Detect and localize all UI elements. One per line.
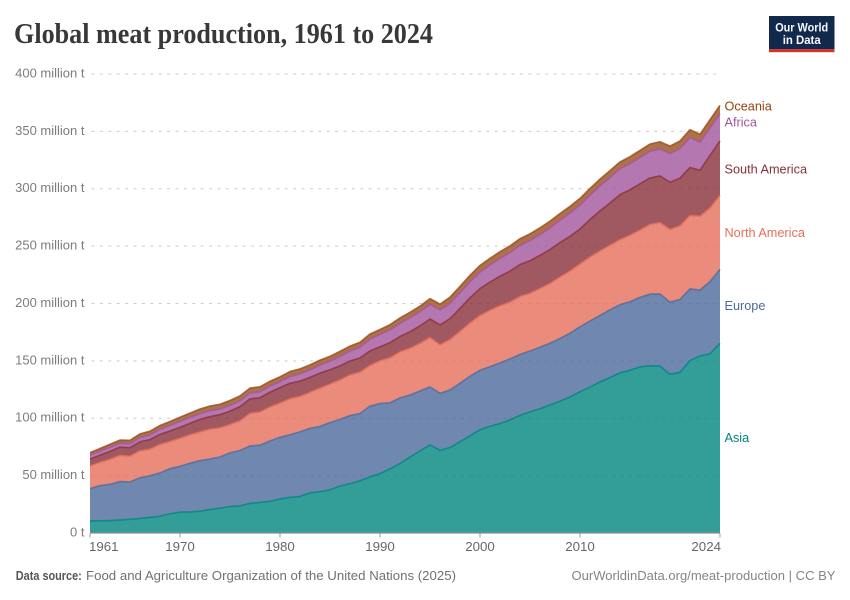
svg-text:in Data: in Data — [783, 33, 821, 47]
svg-text:Food and Agriculture Organizat: Food and Agriculture Organization of the… — [86, 568, 456, 583]
svg-text:Global meat production, 1961 t: Global meat production, 1961 to 2024 — [14, 19, 433, 50]
svg-text:OurWorldinData.org/meat-produc: OurWorldinData.org/meat-production | CC … — [572, 568, 836, 583]
svg-text:200 million t: 200 million t — [15, 295, 85, 310]
svg-text:0 t: 0 t — [70, 524, 85, 539]
svg-text:Africa: Africa — [725, 115, 758, 129]
svg-text:Data source:: Data source: — [16, 568, 82, 583]
svg-text:1970: 1970 — [165, 539, 195, 554]
svg-text:1961: 1961 — [89, 539, 119, 554]
svg-text:1990: 1990 — [365, 539, 395, 554]
svg-text:50 million t: 50 million t — [22, 467, 85, 482]
svg-text:Europe: Europe — [725, 299, 766, 313]
svg-text:100 million t: 100 million t — [15, 410, 85, 425]
svg-text:350 million t: 350 million t — [15, 123, 85, 138]
svg-text:400 million t: 400 million t — [15, 65, 85, 80]
svg-text:South America: South America — [725, 163, 808, 177]
svg-text:Asia: Asia — [725, 431, 751, 445]
svg-text:2024: 2024 — [691, 539, 721, 554]
svg-text:150 million t: 150 million t — [15, 352, 85, 367]
svg-text:2010: 2010 — [565, 539, 595, 554]
svg-text:Our World: Our World — [775, 20, 828, 34]
svg-text:250 million t: 250 million t — [15, 238, 85, 253]
svg-text:1980: 1980 — [265, 539, 295, 554]
svg-text:Oceania: Oceania — [725, 100, 773, 114]
svg-text:300 million t: 300 million t — [15, 180, 85, 195]
svg-text:North America: North America — [725, 226, 806, 240]
svg-text:2000: 2000 — [465, 539, 495, 554]
